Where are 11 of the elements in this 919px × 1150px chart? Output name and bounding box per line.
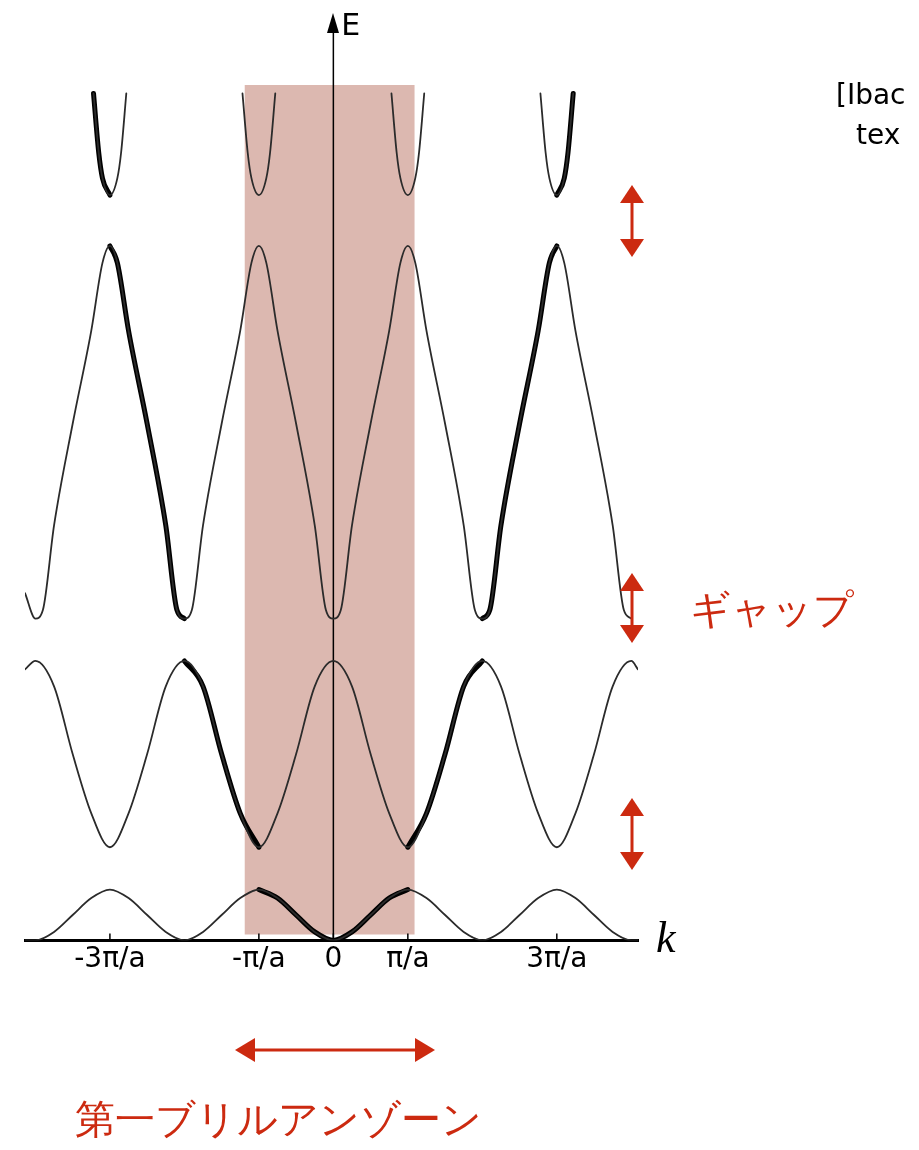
y-axis-title: E (341, 6, 361, 42)
text: 第一ブリルアンゾーン (75, 1095, 482, 1144)
text: [Ibac (836, 78, 906, 111)
x-tick-label: 0 (324, 941, 343, 975)
x-tick-label: -π/a (232, 941, 286, 975)
x-axis-title: k (656, 912, 677, 962)
x-tick-label: π/a (386, 941, 430, 975)
x-tick-label: -3π/a (74, 941, 146, 975)
text: ギャップ (690, 585, 854, 634)
x-tick-label: 3π/a (526, 941, 588, 975)
text: tex (856, 118, 901, 151)
